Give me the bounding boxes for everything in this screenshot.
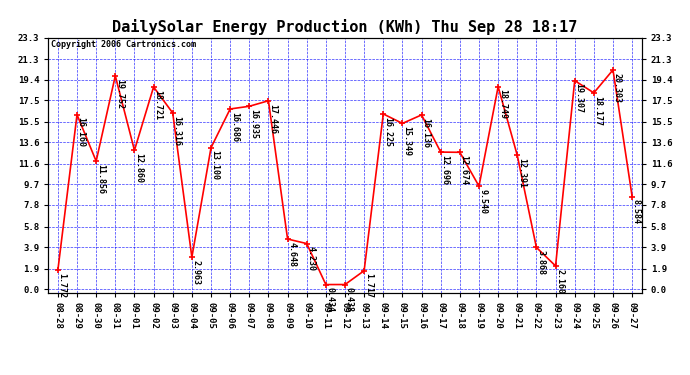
Text: 16.225: 16.225 xyxy=(383,117,392,147)
Text: 18.749: 18.749 xyxy=(497,90,506,120)
Text: Copyright 2006 Cartronics.com: Copyright 2006 Cartronics.com xyxy=(51,40,196,49)
Text: 18.177: 18.177 xyxy=(593,96,602,126)
Text: 2.160: 2.160 xyxy=(555,269,564,294)
Text: 4.230: 4.230 xyxy=(306,246,315,272)
Text: 19.307: 19.307 xyxy=(574,83,583,113)
Text: 16.686: 16.686 xyxy=(230,112,239,142)
Text: 0.438: 0.438 xyxy=(345,287,354,312)
Text: 19.752: 19.752 xyxy=(115,79,124,109)
Text: 11.856: 11.856 xyxy=(96,164,105,194)
Text: 0.434: 0.434 xyxy=(326,287,335,312)
Text: 17.446: 17.446 xyxy=(268,104,277,134)
Text: 9.540: 9.540 xyxy=(479,189,488,214)
Text: 4.648: 4.648 xyxy=(287,242,296,267)
Text: 1.717: 1.717 xyxy=(364,273,373,298)
Text: 16.316: 16.316 xyxy=(172,116,181,146)
Text: 13.100: 13.100 xyxy=(210,150,219,180)
Text: 12.696: 12.696 xyxy=(440,155,449,185)
Text: 1.772: 1.772 xyxy=(57,273,66,298)
Text: 3.868: 3.868 xyxy=(536,250,545,275)
Text: 18.721: 18.721 xyxy=(153,90,162,120)
Text: 2.963: 2.963 xyxy=(192,260,201,285)
Text: 12.674: 12.674 xyxy=(460,155,469,185)
Text: 16.935: 16.935 xyxy=(249,109,258,139)
Text: 20.303: 20.303 xyxy=(613,73,622,103)
Text: 16.136: 16.136 xyxy=(421,118,431,148)
Text: 16.160: 16.160 xyxy=(77,117,86,147)
Title: DailySolar Energy Production (KWh) Thu Sep 28 18:17: DailySolar Energy Production (KWh) Thu S… xyxy=(112,19,578,35)
Text: 8.584: 8.584 xyxy=(632,199,641,224)
Text: 15.349: 15.349 xyxy=(402,126,411,156)
Text: 12.391: 12.391 xyxy=(517,158,526,188)
Text: 12.860: 12.860 xyxy=(134,153,143,183)
